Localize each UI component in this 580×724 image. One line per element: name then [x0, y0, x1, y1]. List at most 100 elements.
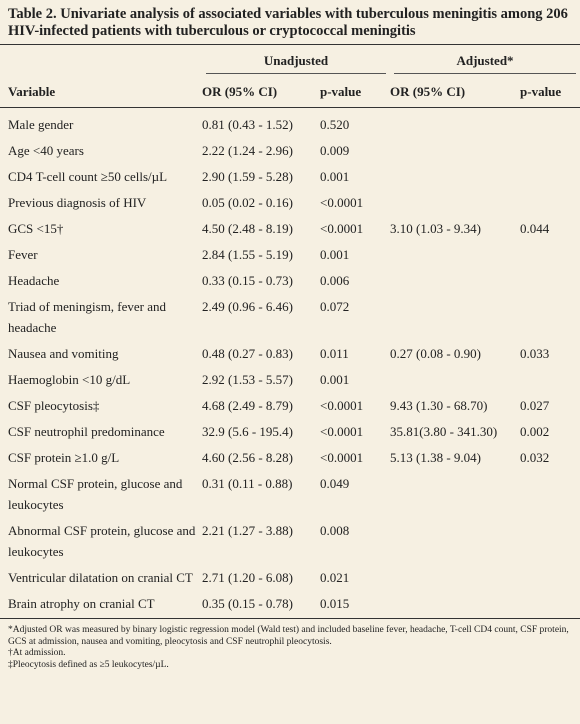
value-cell: [520, 108, 580, 138]
value-cell: 4.50 (2.48 - 8.19): [202, 221, 293, 236]
value-cell: 0.33 (0.15 - 0.73): [202, 273, 293, 288]
value-cell: 0.002: [520, 424, 550, 439]
value-cell: [390, 241, 520, 267]
value-cell: 4.68 (2.49 - 8.79): [202, 398, 293, 413]
value-cell: [390, 137, 520, 163]
value-cell: [520, 137, 580, 163]
value-cell: [520, 366, 580, 392]
value-cell: [520, 267, 580, 293]
value-cell: [390, 293, 520, 340]
value-cell: <0.0001: [320, 450, 364, 465]
value-cell: [390, 564, 520, 590]
value-cell: 0.032: [520, 450, 550, 465]
value-cell: <0.0001: [320, 424, 364, 439]
value-cell: [390, 267, 520, 293]
value-cell: 0.001: [320, 169, 350, 184]
group-label: Unadjusted: [206, 53, 387, 74]
value-cell: 0.011: [320, 346, 349, 361]
table-body: Male gender 0.81 (0.43 - 1.52) 0.520 Age <4…: [0, 108, 580, 619]
variable-cell: Age <40 years: [8, 143, 84, 158]
value-cell: 0.021: [320, 570, 350, 585]
column-header: OR (95% CI): [202, 77, 320, 108]
table-row: Ventricular dilatation on cranial CT 2.71…: [0, 564, 580, 590]
value-cell: 0.31 (0.11 - 0.88): [202, 476, 293, 491]
value-cell: 0.27 (0.08 - 0.90): [390, 346, 482, 361]
footnotes: *Adjusted OR was measured by binary logi…: [0, 619, 580, 671]
table-row: Male gender 0.81 (0.43 - 1.52) 0.520: [0, 108, 580, 138]
value-cell: <0.0001: [320, 398, 364, 413]
value-cell: 3.10 (1.03 - 9.34): [390, 221, 482, 236]
value-cell: 0.044: [520, 221, 550, 236]
group-header: Adjusted*: [390, 45, 580, 77]
footnote: ‡Pleocytosis defined as ≥5 leukocytes/µL…: [8, 659, 169, 670]
value-cell: 32.9 (5.6 - 195.4): [202, 424, 293, 439]
variable-cell: CD4 T-cell count ≥50 cells/µL: [8, 169, 168, 184]
variable-cell: Brain atrophy on cranial CT: [0, 590, 202, 619]
value-cell: 0.006: [320, 273, 350, 288]
column-header: Variable: [0, 77, 202, 108]
column-header: p-value: [320, 77, 391, 108]
column-header: OR (95% CI): [390, 77, 521, 108]
table-row: GCS <15† 4.50 (2.48 - 8.19) <0.0001 3.10 (1…: [0, 215, 580, 241]
table-row: Triad of meningism, fever and headache 2.…: [0, 293, 580, 340]
value-cell: [390, 517, 520, 564]
variable-cell: Ventricular dilatation on cranial CT: [8, 570, 193, 585]
value-cell: 0.001: [320, 372, 350, 387]
group-header: Unadjusted: [202, 45, 390, 77]
variable-cell: Fever: [8, 247, 38, 262]
value-cell: [520, 293, 580, 340]
table-row: Headache 0.33 (0.15 - 0.73) 0.006: [0, 267, 580, 293]
value-cell: 0.81 (0.43 - 1.52): [202, 117, 293, 132]
variable-cell: Previous diagnosis of HIV: [8, 195, 147, 210]
table-row: Brain atrophy on cranial CT 0.35 (0.15 - …: [0, 590, 580, 619]
table-row: CSF neutrophil predominance 32.9 (5.6 - 1…: [0, 418, 580, 444]
variable-cell: Male gender: [8, 117, 74, 132]
variable-cell: CSF neutrophil predominance: [8, 424, 165, 439]
value-cell: [520, 470, 580, 517]
table-row: CSF protein ≥1.0 g/L 4.60 (2.56 - 8.28) <0…: [0, 444, 580, 470]
table-row: Fever 2.84 (1.55 - 5.19) 0.001: [0, 241, 580, 267]
table-row: Normal CSF protein, glucose and leukocyt…: [0, 470, 580, 517]
value-cell: 0.072: [320, 299, 350, 314]
table-row: Nausea and vomiting 0.48 (0.27 - 0.83) 0.0…: [0, 340, 580, 366]
value-cell: 9.43 (1.30 - 68.70): [390, 398, 488, 413]
variable-cell: CSF protein ≥1.0 g/L: [8, 450, 120, 465]
value-cell: 2.49 (0.96 - 6.46): [202, 299, 293, 314]
table-row: Previous diagnosis of HIV 0.05 (0.02 - 0.…: [0, 189, 580, 215]
value-cell: 0.35 (0.15 - 0.78): [202, 590, 320, 619]
value-cell: 0.008: [320, 523, 350, 538]
column-header-row: Variable OR (95% CI) p-value OR (95% CI) p-v…: [0, 77, 580, 108]
table-row: CSF pleocytosis‡ 4.68 (2.49 - 8.79) <0.000…: [0, 392, 580, 418]
value-cell: 2.92 (1.53 - 5.57): [202, 372, 293, 387]
group-header-row: Unadjusted Adjusted*: [0, 45, 580, 77]
variable-cell: Triad of meningism, fever and headache: [8, 299, 167, 335]
variable-cell: Headache: [8, 273, 60, 288]
value-cell: [520, 163, 580, 189]
value-cell: [390, 590, 521, 619]
value-cell: 0.001: [320, 247, 350, 262]
value-cell: 35.81(3.80 - 341.30): [390, 424, 498, 439]
header-spacer: [0, 45, 202, 77]
value-cell: [390, 163, 520, 189]
value-cell: [390, 108, 520, 138]
table-row: CD4 T-cell count ≥50 cells/µL 2.90 (1.59 …: [0, 163, 580, 189]
value-cell: 0.049: [320, 476, 350, 491]
value-cell: 0.033: [520, 346, 550, 361]
value-cell: 0.48 (0.27 - 0.83): [202, 346, 293, 361]
value-cell: 2.71 (1.20 - 6.08): [202, 570, 293, 585]
value-cell: [390, 366, 520, 392]
value-cell: [390, 189, 520, 215]
table-row: Age <40 years 2.22 (1.24 - 2.96) 0.009: [0, 137, 580, 163]
value-cell: [520, 241, 580, 267]
value-cell: [520, 517, 580, 564]
variable-cell: CSF pleocytosis‡: [8, 398, 100, 413]
value-cell: 2.22 (1.24 - 2.96): [202, 143, 293, 158]
value-cell: 2.90 (1.59 - 5.28): [202, 169, 293, 184]
value-cell: [520, 189, 580, 215]
variable-cell: Abnormal CSF protein, glucose and leukoc…: [8, 523, 196, 559]
value-cell: 0.027: [520, 398, 550, 413]
variable-cell: Haemoglobin <10 g/dL: [8, 372, 131, 387]
table-row: Haemoglobin <10 g/dL 2.92 (1.53 - 5.57) 0.…: [0, 366, 580, 392]
variable-cell: Normal CSF protein, glucose and leukocyt…: [8, 476, 183, 512]
